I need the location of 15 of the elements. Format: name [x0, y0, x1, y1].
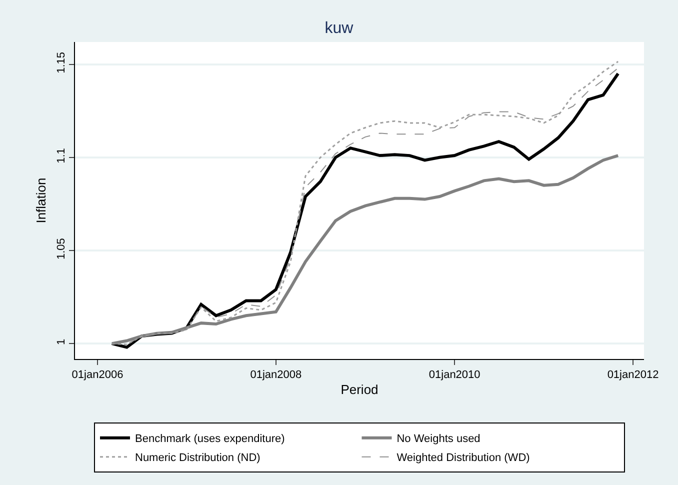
legend-label: No Weights used	[396, 433, 480, 446]
x-tick-label: 01jan2008	[250, 369, 302, 382]
x-axis-title: Period	[340, 382, 378, 397]
y-tick-label: 1.1	[56, 148, 68, 164]
legend-label: Numeric Distribution (ND)	[135, 452, 260, 464]
legend-label: Benchmark (uses expenditure)	[135, 433, 285, 446]
x-tick-label: 01jan2006	[72, 369, 124, 382]
chart-title: kuw	[324, 20, 354, 38]
legend-label: Weighted Distribution (WD)	[396, 452, 530, 464]
y-axis-title: Inflation	[34, 178, 49, 224]
y-tick-label: 1.05	[56, 238, 68, 260]
x-tick-label: 01jan2012	[607, 369, 659, 382]
y-tick-label: 1	[56, 338, 68, 345]
y-tick-label: 1.15	[56, 52, 68, 74]
x-tick-label: 01jan2010	[428, 369, 480, 382]
